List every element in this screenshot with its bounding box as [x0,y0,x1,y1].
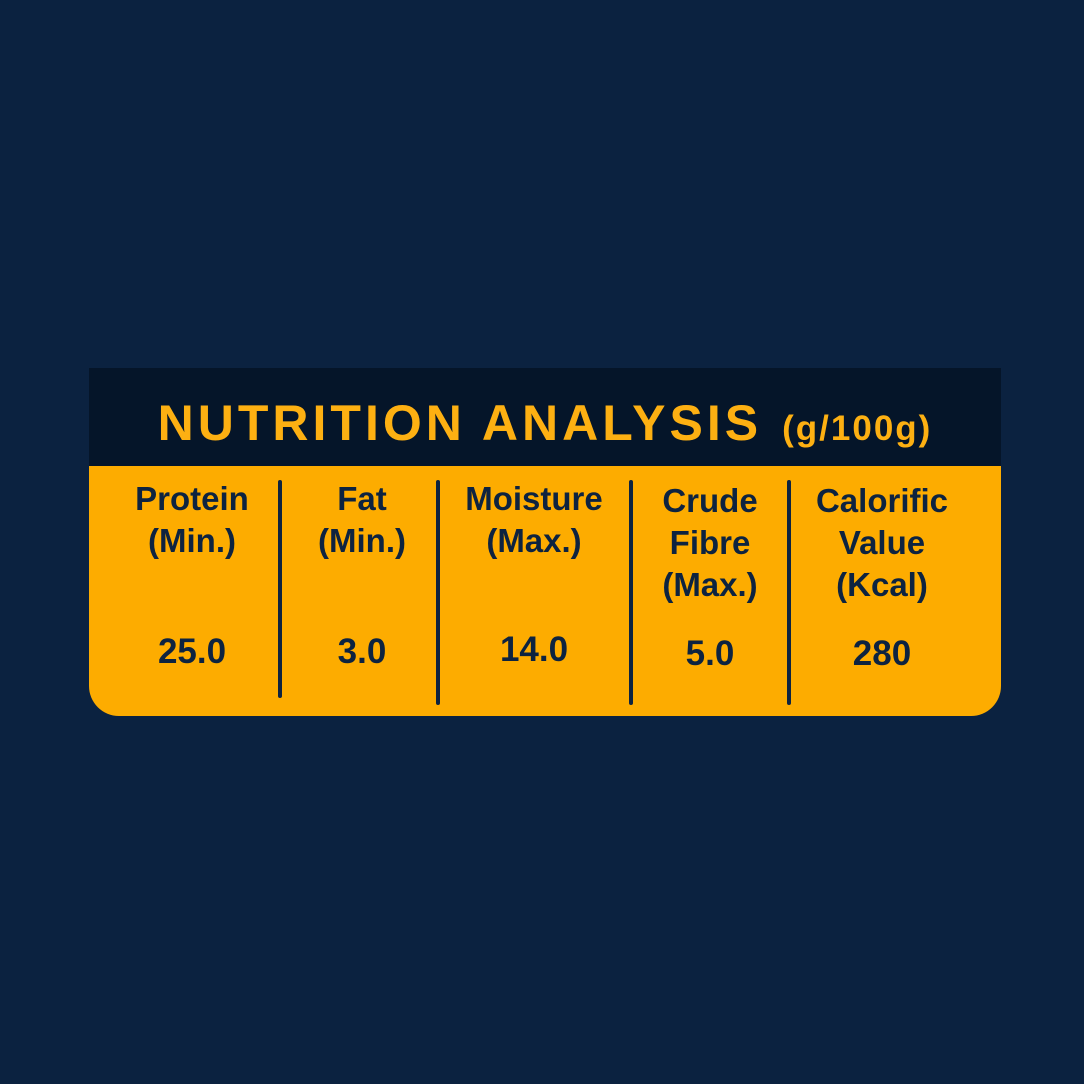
nutrition-header: NUTRITION ANALYSIS (g/100g) [89,368,1001,466]
nutrition-panel: NUTRITION ANALYSIS (g/100g) Protein (Min… [89,368,1001,716]
title-unit: (g/100g) [782,409,933,448]
column-divider [787,480,791,705]
title-main: NUTRITION ANALYSIS [157,395,763,451]
nutrition-table: Protein (Min.) 25.0 Fat (Min.) 3.0 Moist… [89,466,1001,716]
column-label: Moisture (Max.) [465,480,603,559]
column-divider [436,480,440,705]
column-label: Protein (Min.) [135,480,249,559]
column-calorific-value: Calorific Value (Kcal) 280 [791,466,973,716]
column-fat: Fat (Min.) 3.0 [282,466,442,716]
column-moisture: Moisture (Max.) 14.0 [440,466,628,716]
column-label: Fat (Min.) [318,480,406,559]
column-value: 25.0 [157,632,227,671]
column-label: Crude Fibre (Max.) [662,482,758,603]
column-value: 14.0 [499,630,569,669]
column-divider [629,480,633,705]
nutrition-title: NUTRITION ANALYSIS (g/100g) [158,394,933,452]
column-divider [278,480,282,698]
column-value: 280 [852,634,912,673]
column-crude-fibre: Crude Fibre (Max.) 5.0 [633,466,787,716]
column-protein: Protein (Min.) 25.0 [99,466,285,716]
column-value: 5.0 [685,634,735,673]
column-label: Calorific Value (Kcal) [815,482,949,603]
column-value: 3.0 [337,632,387,671]
